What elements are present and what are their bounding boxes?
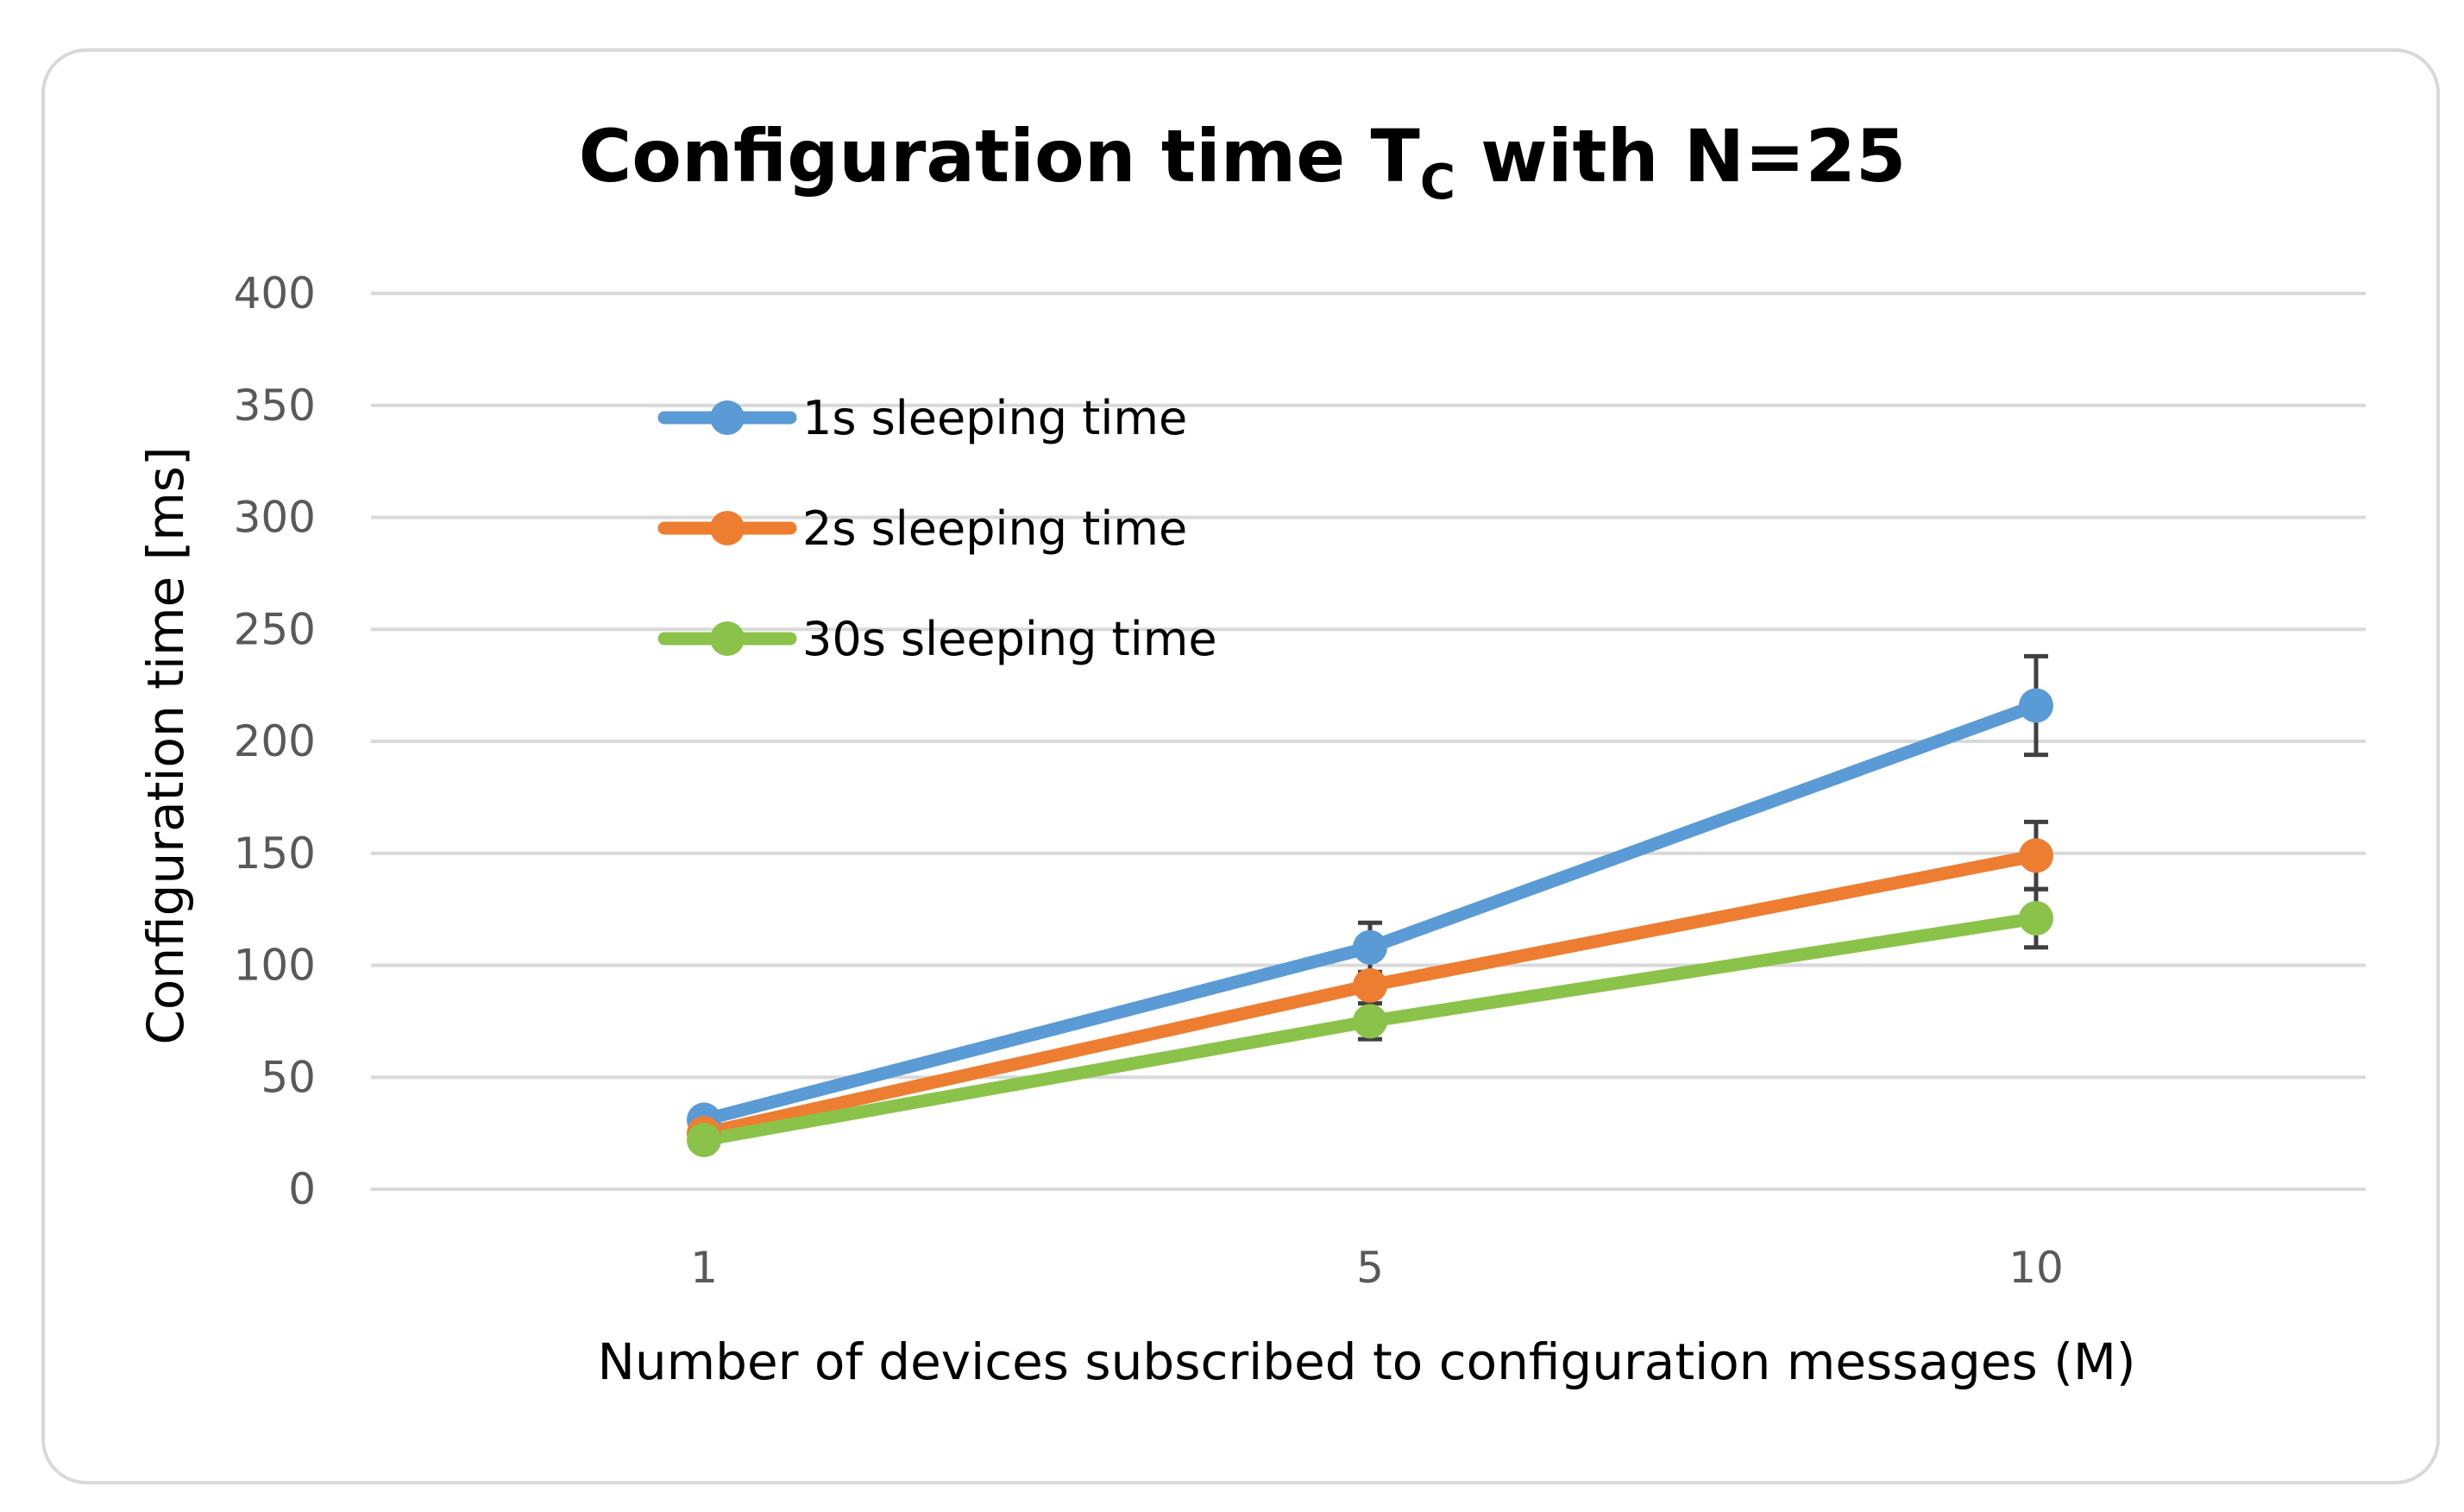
y-axis-ticks: 0 50 100 150 200 250 300 350 400 <box>234 268 316 1214</box>
gridlines <box>371 292 2366 1191</box>
y-tick-label: 50 <box>261 1052 316 1102</box>
legend-marker <box>710 400 745 435</box>
legend-item-1: 1s sleeping time <box>657 391 1187 445</box>
data-point <box>1353 967 1387 1003</box>
legend-item-2: 2s sleeping time <box>657 501 1187 556</box>
legend-label: 2s sleeping time <box>802 501 1187 556</box>
data-point <box>2019 688 2053 723</box>
y-tick-label: 150 <box>234 828 316 879</box>
data-point <box>1353 929 1387 965</box>
series-points <box>687 688 2053 1157</box>
legend: 1s sleeping time 2s sleeping time 30s slee… <box>657 391 1217 666</box>
chart-frame <box>41 48 2440 1484</box>
y-tick-label: 0 <box>288 1164 316 1214</box>
data-point <box>2019 901 2053 936</box>
series-line-1 <box>697 698 2043 1127</box>
legend-item-3: 30s sleeping time <box>657 612 1217 666</box>
y-tick-label: 200 <box>234 716 316 766</box>
chart-title-main: Configuration time T <box>579 114 1420 198</box>
chart-title-suffix: with N=25 <box>1455 114 1906 198</box>
y-tick-label: 350 <box>234 381 316 431</box>
x-tick-label: 1 <box>690 1243 718 1293</box>
y-axis-title: Configuration time [ms] <box>136 446 195 1044</box>
chart-title: Configuration time TC with N=25 <box>579 114 1907 211</box>
x-tick-label: 5 <box>1356 1243 1384 1293</box>
x-axis-title: Number of devices subscribed to configur… <box>598 1332 2136 1391</box>
y-tick-label: 300 <box>234 493 316 543</box>
legend-label: 30s sleeping time <box>802 612 1217 666</box>
x-tick-label: 10 <box>2008 1243 2064 1293</box>
error-bars <box>1358 653 2048 1042</box>
data-point <box>687 1122 721 1157</box>
legend-marker <box>710 621 745 656</box>
x-axis-ticks: 1 5 10 <box>690 1243 2064 1293</box>
legend-label: 1s sleeping time <box>802 391 1187 445</box>
y-tick-label: 250 <box>234 604 316 654</box>
data-point <box>1353 1004 1387 1039</box>
legend-marker <box>710 511 745 545</box>
y-tick-label: 400 <box>234 268 316 318</box>
y-tick-label: 100 <box>234 941 316 991</box>
chart-title-subscript: C <box>1420 154 1455 211</box>
data-point <box>2019 838 2053 873</box>
